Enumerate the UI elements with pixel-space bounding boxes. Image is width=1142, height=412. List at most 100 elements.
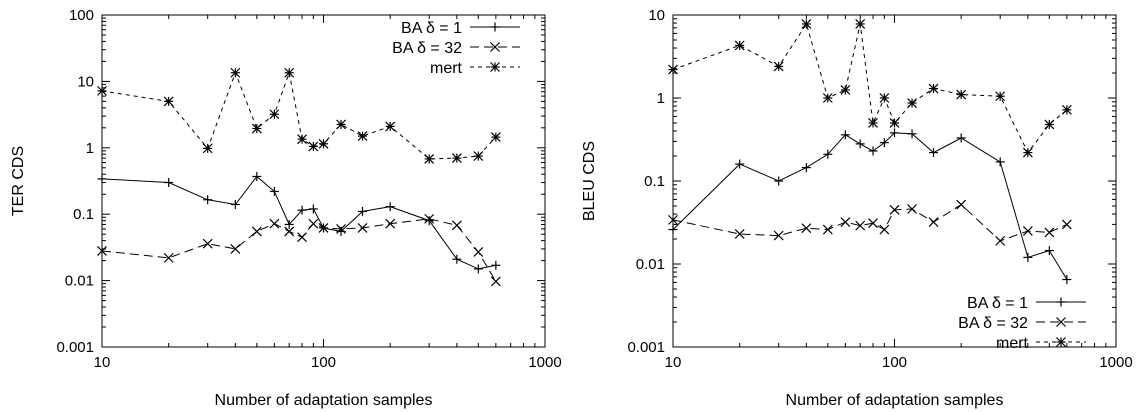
data-point: [357, 223, 368, 233]
marker-stroke: [230, 67, 241, 78]
marker-stroke: [357, 223, 368, 233]
data-point: [928, 83, 939, 94]
marker-stroke: [336, 119, 346, 130]
data-point: [473, 151, 484, 162]
legend-marker-stroke: [490, 62, 500, 72]
plot-frame: [672, 14, 1117, 348]
data-point: [956, 133, 966, 143]
data-point: [252, 171, 262, 181]
data-point: [97, 174, 107, 184]
data-point: [801, 163, 811, 173]
data-point: [855, 19, 866, 29]
data-point: [424, 153, 435, 164]
data-point: [163, 96, 174, 107]
legend-label: mert: [430, 60, 463, 77]
data-point: [385, 218, 396, 229]
legend-label: BA δ = 32: [958, 315, 1028, 332]
data-point: [907, 129, 917, 139]
data-point: [1044, 119, 1055, 130]
data-point: [251, 226, 262, 237]
data-point: [318, 223, 329, 233]
marker-stroke: [251, 226, 262, 237]
legend: BA δ = 1 BA δ = 32 mert: [392, 20, 520, 77]
marker-stroke: [995, 91, 1006, 102]
marker-stroke: [308, 141, 319, 152]
data-point: [840, 217, 851, 227]
series-line: [101, 175, 497, 270]
marker-stroke: [801, 19, 812, 29]
y-tick-label: 1: [657, 90, 665, 107]
data-point: [928, 217, 939, 227]
data-point: [269, 109, 280, 120]
data-point: [995, 91, 1006, 102]
data-point: [889, 118, 900, 128]
data-point: [336, 119, 346, 130]
marker-stroke: [297, 232, 307, 243]
series-line: [101, 70, 497, 160]
x-tick-label: 10: [94, 354, 111, 371]
marker-stroke: [97, 85, 107, 96]
marker-stroke: [424, 213, 435, 224]
legend-item: BA δ = 1: [967, 295, 1086, 312]
marker-stroke: [97, 245, 107, 256]
data-point: [734, 229, 745, 239]
series-line: [672, 132, 1068, 280]
y-tick-label: 1: [86, 140, 94, 157]
marker-stroke: [490, 276, 501, 287]
data-point: [97, 245, 107, 256]
marker-stroke: [1061, 219, 1072, 230]
data-point: [801, 19, 812, 29]
data-point: [424, 216, 434, 226]
marker-stroke: [451, 220, 462, 231]
data-point: [385, 121, 396, 132]
data-point: [297, 205, 307, 215]
data-point: [1023, 252, 1033, 262]
series-line: [672, 203, 1068, 242]
marker-stroke: [1061, 104, 1072, 115]
data-point: [735, 159, 745, 169]
data-point: [668, 214, 678, 225]
data-point: [1044, 246, 1054, 256]
legend-item: BA δ = 1: [401, 20, 520, 37]
y-tick-label: 0.01: [65, 273, 94, 290]
data-point: [230, 199, 240, 209]
data-point: [956, 89, 967, 100]
panel-bleu: 10 100 1000 0.001 0.01 0.1 1 10 Number of adapta…: [581, 7, 1133, 409]
data-point: [284, 67, 295, 78]
data-point: [1061, 219, 1072, 230]
marker-stroke: [284, 67, 295, 78]
data-point: [868, 146, 878, 156]
marker-stroke: [318, 138, 329, 149]
data-point: [269, 186, 279, 196]
data-point: [230, 67, 241, 78]
data-point: [889, 204, 900, 215]
data-point: [451, 153, 462, 164]
data-point: [823, 149, 833, 159]
data-point: [97, 85, 107, 96]
data-point: [929, 148, 939, 158]
data-point: [251, 123, 262, 134]
data-point: [773, 230, 784, 241]
marker-stroke: [668, 64, 678, 75]
data-point: [801, 223, 812, 234]
marker-stroke: [907, 204, 917, 214]
legend-item: BA δ = 32: [392, 40, 520, 57]
data-point: [822, 93, 833, 103]
legend-marker-stroke: [1056, 317, 1066, 327]
legend-label: BA δ = 32: [392, 40, 462, 57]
marker-stroke: [297, 134, 307, 145]
marker-stroke: [822, 224, 833, 235]
data-point: [297, 232, 307, 243]
marker-stroke: [840, 217, 851, 227]
data-point: [956, 199, 967, 210]
data-point: [840, 85, 851, 95]
data-point: [491, 260, 501, 270]
y-tick-label: 0.1: [73, 206, 94, 223]
data-point: [308, 218, 319, 229]
data-point: [202, 238, 213, 249]
data-point: [473, 264, 483, 274]
marker-stroke: [889, 204, 900, 215]
x-axis-title: Number of adaptation samples: [215, 392, 433, 409]
